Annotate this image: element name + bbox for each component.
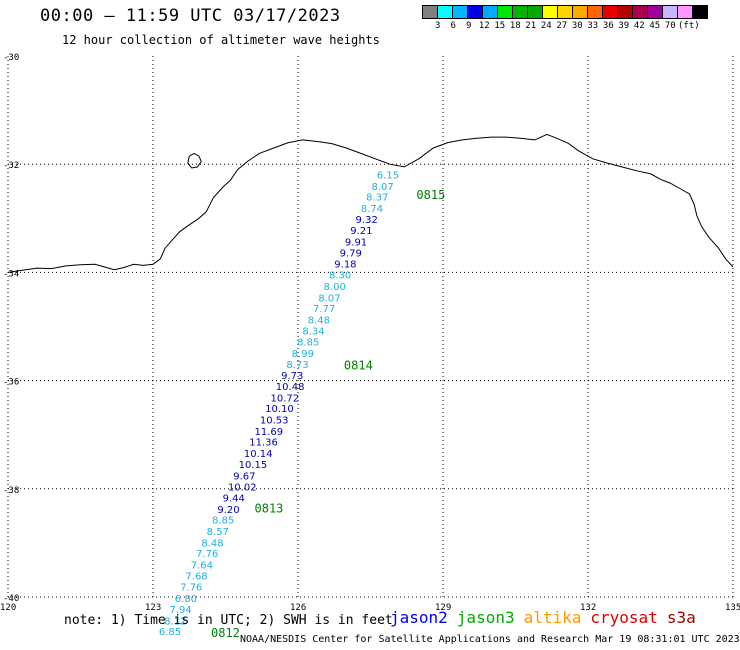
swh-value: 8.48 [308, 315, 330, 326]
swh-value: 10.10 [265, 404, 294, 415]
scale-label: 21 [525, 21, 537, 31]
scale-label: 33 [587, 21, 599, 31]
scale-label: 42 [633, 21, 645, 31]
coastline [7, 133, 734, 273]
swh-value: 8.85 [212, 516, 234, 527]
satellite-legend: jason2 jason3 altika cryosat s3a [390, 608, 705, 627]
satellite-track: 6.158.078.378.749.329.219.919.799.188.30… [159, 170, 399, 638]
swh-value: 10.02 [228, 483, 257, 494]
swh-value: 7.68 [185, 571, 207, 582]
scale-label: 36 [602, 21, 614, 31]
swh-value: 7.94 [169, 605, 191, 616]
scale-label: 6 [450, 21, 456, 31]
swh-value: 8.07 [372, 182, 394, 193]
swh-value: 7.76 [180, 583, 202, 594]
legend-jason3: jason3 [456, 608, 515, 627]
wave-height-color-scale [422, 5, 708, 19]
swh-value: 9.32 [356, 215, 378, 226]
swh-value: 8.85 [297, 338, 319, 349]
lat-label: -30 [3, 53, 19, 63]
time-label: 0814 [344, 358, 373, 372]
swh-value: 9.91 [345, 238, 367, 249]
scale-swatch [692, 5, 708, 19]
scale-label: 24 [540, 21, 552, 31]
swh-value: 9.20 [217, 505, 239, 516]
swh-value: 7.64 [191, 561, 213, 572]
scale-label: 18 [509, 21, 521, 31]
legend-altika: altika [523, 608, 582, 627]
swh-value: 8.48 [201, 538, 223, 549]
scale-label: 39 [618, 21, 630, 31]
swh-value: 10.15 [239, 460, 268, 471]
coastline-path [7, 133, 734, 273]
lon-label: 132 [580, 603, 596, 613]
swh-value: 10.14 [244, 449, 273, 460]
legend-s3a: s3a [666, 608, 696, 627]
lon-label: 135 [725, 603, 740, 613]
swh-value: 8.99 [292, 349, 314, 360]
swh-value: 11.69 [255, 427, 284, 438]
time-label: 0813 [255, 502, 284, 516]
color-scale-labels: 3 6 9 12 15 18 21 24 27 30 33 36 39 42 45 70 (ft) [430, 21, 700, 31]
scale-label: 12 [478, 21, 490, 31]
swh-value: 8.57 [207, 527, 229, 538]
swh-value: 8.74 [361, 204, 383, 215]
lon-label: 120 [0, 603, 16, 613]
swh-value: 10.53 [260, 416, 289, 427]
scale-label: 27 [556, 21, 568, 31]
track-time-labels: 0815 0814 0813 0812 [211, 188, 445, 640]
scale-label: 30 [571, 21, 583, 31]
lat-label: -40 [3, 594, 19, 604]
island-outline [187, 152, 202, 169]
lat-label: -36 [3, 378, 19, 388]
swh-value: 9.44 [223, 493, 245, 504]
swh-value: 8.00 [324, 282, 346, 293]
scale-label: 9 [466, 21, 472, 31]
scale-label: 45 [649, 21, 661, 31]
map-title: 00:00 – 11:59 UTC 03/17/2023 [40, 6, 341, 26]
swh-value: 6.85 [159, 627, 181, 638]
swh-value: 10.48 [276, 382, 305, 393]
map-subtitle: 12 hour collection of altimeter wave hei… [62, 33, 380, 47]
map-note: note: 1) Time is in UTC; 2) SWH is in fe… [64, 613, 393, 628]
lon-label: 123 [145, 603, 161, 613]
lon-label: 126 [290, 603, 306, 613]
swh-value: 8.37 [366, 193, 388, 204]
scale-label: 70 [664, 21, 676, 31]
map-footer: NOAA/NESDIS Center for Satellite Applica… [240, 634, 740, 645]
swh-value: 9.73 [281, 371, 303, 382]
swh-value: 9.21 [350, 226, 372, 237]
lat-label: -38 [3, 486, 19, 496]
legend-jason2: jason2 [390, 608, 448, 627]
swh-value: 9.18 [334, 260, 356, 271]
swh-value: 8.12 [164, 616, 186, 627]
graticule [8, 56, 733, 597]
time-label: 0812 [211, 626, 240, 640]
scale-label: (ft) [678, 21, 700, 31]
time-label: 0815 [416, 188, 445, 202]
swh-value: 8.30 [329, 271, 351, 282]
swh-value: 6.15 [377, 170, 399, 181]
swh-value: 8.73 [286, 360, 308, 371]
scale-label: 15 [494, 21, 506, 31]
swh-value: 9.79 [340, 248, 362, 259]
scale-label: 3 [435, 21, 441, 31]
swh-value: 7.77 [313, 304, 335, 315]
lat-label: -34 [3, 269, 19, 279]
swh-value: 8.07 [318, 293, 340, 304]
swh-value: 7.76 [196, 549, 218, 560]
swh-value: 9.67 [233, 471, 255, 482]
map-frame [7, 56, 734, 598]
lat-label: -32 [3, 161, 19, 171]
swh-value: 8.34 [302, 326, 324, 337]
lon-label: 129 [435, 603, 451, 613]
swh-value: 6.80 [175, 594, 197, 605]
legend-cryosat: cryosat [590, 608, 658, 627]
swh-value: 11.36 [249, 438, 278, 449]
swh-value: 10.72 [270, 393, 299, 404]
